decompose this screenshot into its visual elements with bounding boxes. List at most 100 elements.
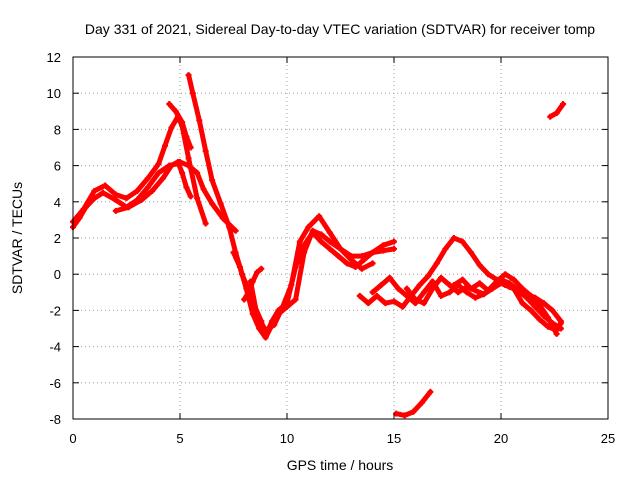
y-tick-label: 2 [54, 231, 61, 246]
data-point [162, 142, 169, 149]
data-point [249, 278, 256, 285]
data-point [420, 300, 427, 307]
data-point [209, 177, 216, 184]
y-tick-label: -6 [49, 376, 61, 391]
data-point [391, 238, 397, 245]
data-point [536, 316, 543, 323]
y-tick-label: 6 [54, 159, 61, 174]
data-point [326, 229, 333, 236]
data-point [356, 292, 363, 299]
data-point [194, 195, 201, 202]
data-point [134, 187, 141, 194]
y-tick-label: 4 [54, 195, 61, 210]
data-point [557, 325, 564, 332]
data-point [369, 260, 376, 267]
x-tick-labels: 0 5 10 15 20 25 [69, 431, 615, 446]
y-axis-label: SDTVAR / TECUs [9, 182, 25, 294]
data-point [183, 133, 190, 140]
data-point [185, 72, 192, 79]
data-point [125, 204, 132, 211]
data-point [519, 300, 526, 307]
data-point [420, 289, 427, 296]
y-tick-labels: 12 10 8 6 4 2 0 -2 -4 -6 -8 [47, 50, 61, 427]
data-point [557, 318, 564, 325]
data-point [450, 235, 457, 241]
grid [73, 57, 608, 419]
data-point [403, 292, 410, 299]
data-point [189, 90, 196, 97]
data-point [485, 287, 492, 294]
data-point [256, 325, 263, 332]
data-point [401, 412, 408, 419]
data-point [459, 238, 466, 245]
data-point [412, 296, 419, 303]
data-point [403, 285, 410, 292]
data-point [380, 242, 387, 249]
data-point [187, 193, 194, 200]
data-point [271, 321, 278, 328]
data-point [498, 280, 504, 287]
data-point [123, 195, 130, 202]
data-point [510, 276, 517, 283]
data-point [549, 307, 556, 314]
data-point [168, 124, 175, 131]
data-point [166, 101, 173, 108]
data-point [279, 303, 286, 310]
chart-title: Day 331 of 2021, Sidereal Day-to-day VTE… [85, 21, 595, 37]
data-point [288, 282, 295, 289]
data-point [560, 101, 567, 108]
data-point [480, 291, 487, 298]
data-point [395, 285, 402, 292]
data-point [318, 238, 325, 245]
data-point [459, 276, 466, 283]
data-point [155, 160, 162, 167]
data-point [378, 282, 385, 289]
data-point [301, 249, 308, 256]
data-point [553, 330, 560, 337]
data-point [202, 220, 209, 227]
data-point [337, 245, 344, 252]
data-point [254, 269, 261, 276]
data-point [380, 247, 387, 254]
series-track-b [70, 114, 209, 226]
data-point [536, 301, 543, 308]
data-point [391, 245, 397, 252]
data-point [515, 287, 522, 294]
data-point [527, 292, 534, 299]
data-point [155, 169, 162, 176]
y-tick-label: -8 [49, 412, 61, 427]
x-axis-label: GPS time / hours [287, 457, 394, 473]
data-point [200, 186, 207, 193]
y-tick-label: 0 [54, 267, 61, 282]
data-point [296, 238, 303, 245]
y-tick-label: 12 [47, 50, 61, 65]
data-point [373, 292, 380, 299]
data-point [476, 280, 483, 287]
data-point [245, 289, 252, 296]
data-point [468, 249, 475, 256]
data-point [365, 300, 372, 307]
data-point [80, 206, 87, 213]
data-point [196, 117, 203, 124]
data-point [433, 260, 440, 267]
data-point [149, 187, 156, 194]
data-point [343, 260, 350, 267]
data-point [144, 175, 151, 182]
data-point [506, 283, 513, 290]
data-point [179, 169, 186, 176]
data-point [545, 314, 552, 321]
data-point [450, 282, 457, 289]
x-tick-label: 0 [69, 431, 76, 446]
data-point [455, 289, 462, 296]
data-point [468, 285, 475, 292]
data-point [519, 285, 526, 292]
data-point [438, 274, 445, 281]
data-point [138, 196, 145, 203]
data-point [159, 175, 166, 182]
data-point [209, 200, 216, 207]
data-point [236, 263, 243, 270]
data-point [446, 289, 453, 296]
data-point [463, 289, 470, 296]
data-point [476, 262, 483, 269]
data-point [427, 388, 434, 395]
